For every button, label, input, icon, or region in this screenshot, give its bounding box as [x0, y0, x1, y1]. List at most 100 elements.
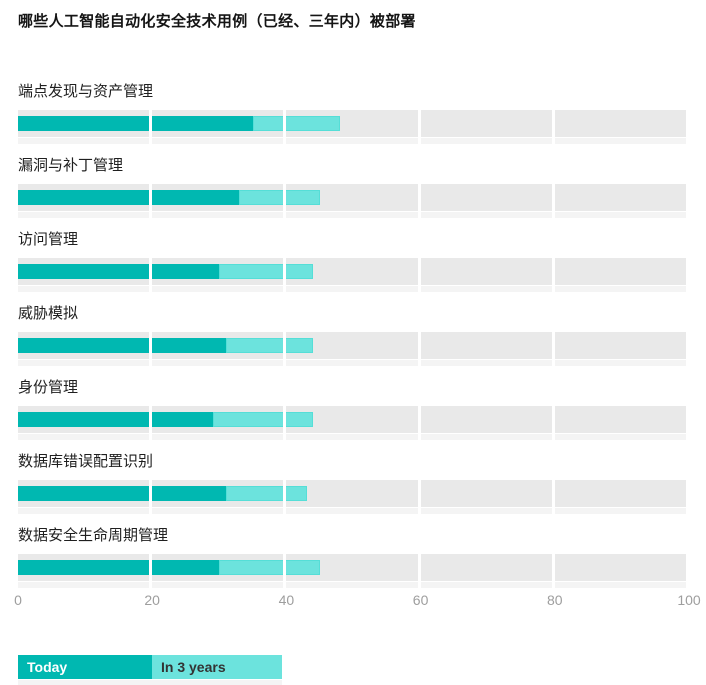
pane-gap	[551, 258, 555, 285]
bar-track	[18, 184, 689, 211]
pane-gap	[417, 184, 421, 211]
pane-gap	[283, 554, 287, 581]
understrip-segment	[18, 286, 150, 292]
legend-item-today[interactable]: Today	[18, 655, 152, 679]
understrip-segment	[286, 434, 418, 440]
track-segment	[420, 332, 552, 359]
x-tick-label: 100	[677, 592, 701, 608]
chart-rows: 端点发现与资产管理 漏洞与补丁管理 访问管理 威胁模拟 身份管理 数据库错误配置…	[18, 82, 689, 588]
pane-gap	[283, 184, 287, 211]
track-segment	[554, 480, 686, 507]
bar-in3years[interactable]	[212, 412, 314, 427]
understrip-segment	[554, 582, 686, 588]
pane-gap	[149, 406, 153, 433]
track-segment	[286, 480, 418, 507]
understrip-segment	[554, 360, 686, 366]
pane-gap	[551, 110, 555, 137]
understrip-segment	[554, 212, 686, 218]
track-segment	[554, 406, 686, 433]
understrip-segment	[18, 582, 150, 588]
understrip-segment	[286, 286, 418, 292]
chart-title: 哪些人工智能自动化安全技术用例（已经、三年内）被部署	[18, 13, 416, 30]
x-axis: 0 20 40 60 80 100	[14, 592, 701, 608]
bar-track	[18, 480, 689, 507]
track-segment	[554, 554, 686, 581]
legend-understrip	[18, 680, 282, 685]
pane-gap	[417, 480, 421, 507]
pane-gap	[417, 332, 421, 359]
bar-today[interactable]	[18, 412, 213, 427]
understrip-segment	[554, 508, 686, 514]
pane-gap	[149, 480, 153, 507]
x-tick-label: 60	[412, 592, 429, 608]
pane-gap	[551, 480, 555, 507]
pane-gap	[283, 406, 287, 433]
understrip-segment	[18, 434, 150, 440]
understrip-segment	[420, 286, 552, 292]
category-label: 漏洞与补丁管理	[18, 157, 124, 174]
pane-gap	[417, 406, 421, 433]
category-label: 访问管理	[18, 231, 79, 248]
track-segment	[554, 184, 686, 211]
bar-today[interactable]	[18, 116, 253, 131]
x-tick-label: 40	[278, 592, 295, 608]
bar-track	[18, 406, 689, 433]
bar-in3years[interactable]	[226, 486, 307, 501]
understrip-segment	[152, 508, 284, 514]
bar-today[interactable]	[18, 190, 240, 205]
pane-gap	[551, 332, 555, 359]
bar-in3years[interactable]	[219, 264, 314, 279]
bar-today[interactable]	[18, 486, 226, 501]
bar-track	[18, 554, 689, 581]
x-tick-label: 20	[144, 592, 160, 608]
understrip-segment	[152, 434, 284, 440]
bar-today[interactable]	[18, 338, 226, 353]
understrip-segment	[18, 508, 150, 514]
bar-today[interactable]	[18, 264, 220, 279]
pane-gap	[283, 332, 287, 359]
pane-gap	[551, 554, 555, 581]
pane-gap	[149, 332, 153, 359]
bar-today[interactable]	[18, 560, 220, 575]
bar-in3years[interactable]	[239, 190, 320, 205]
pane-gap	[149, 110, 153, 137]
understrip-segment	[420, 212, 552, 218]
pane-gap	[417, 110, 421, 137]
pane-gap	[551, 184, 555, 211]
bar-in3years[interactable]	[219, 560, 320, 575]
track-segment	[420, 258, 552, 285]
understrip-segment	[286, 360, 418, 366]
understrip-segment	[152, 582, 284, 588]
chart-row: 身份管理	[18, 378, 689, 440]
understrip-segment	[420, 508, 552, 514]
understrip-segment	[420, 360, 552, 366]
understrip-segment	[554, 286, 686, 292]
row-understrip	[18, 360, 689, 366]
understrip-segment	[420, 434, 552, 440]
track-segment	[420, 110, 552, 137]
legend-in3years-label: In 3 years	[161, 659, 226, 675]
chart-row: 数据安全生命周期管理	[18, 526, 689, 588]
bar-in3years[interactable]	[226, 338, 314, 353]
category-label: 数据库错误配置识别	[18, 453, 154, 470]
category-label: 端点发现与资产管理	[18, 83, 154, 100]
track-segment	[420, 480, 552, 507]
chart-row: 端点发现与资产管理	[18, 82, 689, 144]
pane-gap	[149, 258, 153, 285]
chart-row: 访问管理	[18, 230, 689, 292]
legend-today-label: Today	[27, 659, 68, 675]
chart-row: 数据库错误配置识别	[18, 452, 689, 514]
category-label: 数据安全生命周期管理	[18, 527, 169, 544]
row-understrip	[18, 582, 689, 588]
legend-item-in3years[interactable]: In 3 years	[152, 655, 282, 679]
bar-track	[18, 332, 689, 359]
bar-in3years[interactable]	[252, 116, 341, 131]
understrip-segment	[18, 360, 150, 366]
understrip-segment	[554, 138, 686, 144]
category-label: 身份管理	[18, 379, 79, 396]
bar-track	[18, 258, 689, 285]
track-segment	[420, 184, 552, 211]
track-segment	[554, 258, 686, 285]
row-understrip	[18, 212, 689, 218]
